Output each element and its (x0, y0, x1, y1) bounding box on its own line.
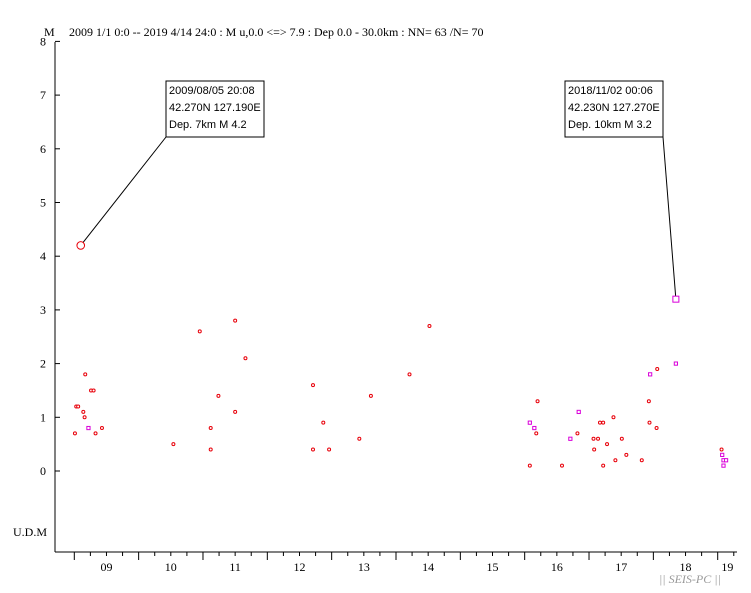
event-square-marker (672, 295, 680, 303)
event-circle-marker (327, 447, 332, 452)
event-circle-marker (647, 420, 652, 425)
event-circle-marker (81, 409, 86, 414)
x-tick-label: 13 (358, 560, 370, 574)
callout-box (165, 80, 265, 138)
x-ticks: 09 10 11 12 13 14 15 16 17 18 19 (73, 552, 735, 574)
event-circle-marker (427, 324, 432, 329)
callout-leader-line (662, 136, 677, 300)
callout-text: 2009/08/05 20:08 (169, 85, 255, 97)
x-tick-label: 18 (680, 560, 692, 574)
event-circle-marker (534, 431, 539, 436)
y-tick-label: 3 (40, 303, 46, 317)
event-circle-marker (624, 452, 629, 457)
event-circle-marker (208, 426, 213, 431)
ylabel-m: M (44, 25, 55, 39)
event-circle-marker (601, 463, 606, 468)
callout-text: 42.230N 127.270E (568, 102, 660, 114)
event-square-marker (720, 452, 725, 457)
callout-text: 42.270N 127.190E (169, 102, 261, 114)
event-circle-marker (311, 447, 316, 452)
event-square-marker (721, 463, 726, 468)
event-circle-marker (611, 415, 616, 420)
event-circle-marker (368, 393, 373, 398)
event-circle-marker (233, 409, 238, 414)
event-circle-marker (575, 431, 580, 436)
event-circle-marker (592, 447, 597, 452)
event-square-marker (527, 420, 532, 425)
callout-leader-line (80, 136, 167, 246)
x-tick-label: 19 (721, 560, 733, 574)
event-circle-marker (639, 458, 644, 463)
x-tick-label: 12 (293, 560, 305, 574)
x-tick-label: 09 (100, 560, 112, 574)
annotations: 2009/08/05 20:08 42.270N 127.190E Dep. 7km… (76, 80, 680, 303)
event-circle-marker (357, 436, 362, 441)
event-circle-marker (233, 318, 238, 323)
event-square-marker (568, 436, 573, 441)
event-circle-marker (76, 241, 86, 250)
event-circle-marker (591, 436, 596, 441)
event-circle-marker (171, 442, 176, 447)
callout-text: Dep. 7km M 4.2 (169, 119, 247, 131)
event-square-marker (576, 409, 581, 415)
event-circle-marker (597, 420, 602, 425)
x-tick-label: 11 (229, 560, 241, 574)
watermark: || SEIS-PC || (659, 572, 721, 586)
event-circle-marker (208, 447, 213, 452)
event-circle-marker (613, 458, 618, 463)
x-tick-label: 15 (487, 560, 499, 574)
event-circle-marker (321, 420, 326, 425)
event-circle-marker (83, 372, 88, 377)
event-square-marker (86, 425, 91, 431)
event-circle-marker (99, 426, 104, 431)
event-circle-marker (619, 436, 624, 441)
event-square-marker (532, 425, 537, 431)
event-circle-marker (311, 383, 316, 388)
x-tick-label: 16 (551, 560, 563, 574)
event-square-marker (723, 458, 729, 463)
event-circle-marker (719, 447, 724, 452)
data-points (72, 318, 729, 468)
event-circle-marker (72, 431, 77, 436)
y-tick-label: 5 (40, 196, 46, 210)
event-circle-marker (76, 404, 81, 409)
callout-box (564, 80, 664, 138)
y-tick-label: 4 (40, 249, 46, 263)
event-circle-marker (655, 366, 660, 371)
event-circle-marker (596, 436, 601, 441)
y-ticks: 0 1 2 3 4 5 6 7 8 (40, 34, 60, 478)
event-circle-marker (197, 329, 202, 334)
y-tick-label: 2 (40, 357, 46, 371)
event-circle-marker (216, 393, 221, 398)
callout-text: Dep. 10km M 3.2 (568, 119, 652, 131)
event-circle-marker (605, 442, 610, 447)
event-circle-marker (601, 420, 606, 425)
event-circle-marker (91, 388, 96, 393)
udm-label: U.D.M (13, 525, 47, 539)
x-tick-label: 14 (422, 560, 434, 574)
event-circle-marker (93, 431, 98, 436)
event-square-marker (673, 361, 678, 366)
y-tick-label: 0 (40, 464, 46, 478)
event-circle-marker (646, 399, 651, 404)
event-circle-marker (559, 463, 564, 468)
y-tick-label: 8 (40, 34, 46, 48)
y-tick-label: 6 (40, 142, 46, 156)
x-tick-label: 17 (615, 560, 627, 574)
event-square-marker (648, 372, 653, 377)
event-circle-marker (407, 372, 412, 377)
event-circle-marker (243, 356, 248, 361)
x-tick-label: 10 (165, 560, 177, 574)
y-tick-label: 7 (40, 88, 46, 102)
chart-title: 2009 1/1 0:0 -- 2019 4/14 24:0 : M u,0.0… (69, 25, 484, 39)
y-tick-label: 1 (40, 410, 46, 424)
event-circle-marker (654, 426, 659, 431)
event-circle-marker (535, 399, 540, 404)
callout-text: 2018/11/02 00:06 (568, 85, 653, 97)
event-circle-marker (82, 415, 87, 420)
event-circle-marker (527, 463, 532, 468)
